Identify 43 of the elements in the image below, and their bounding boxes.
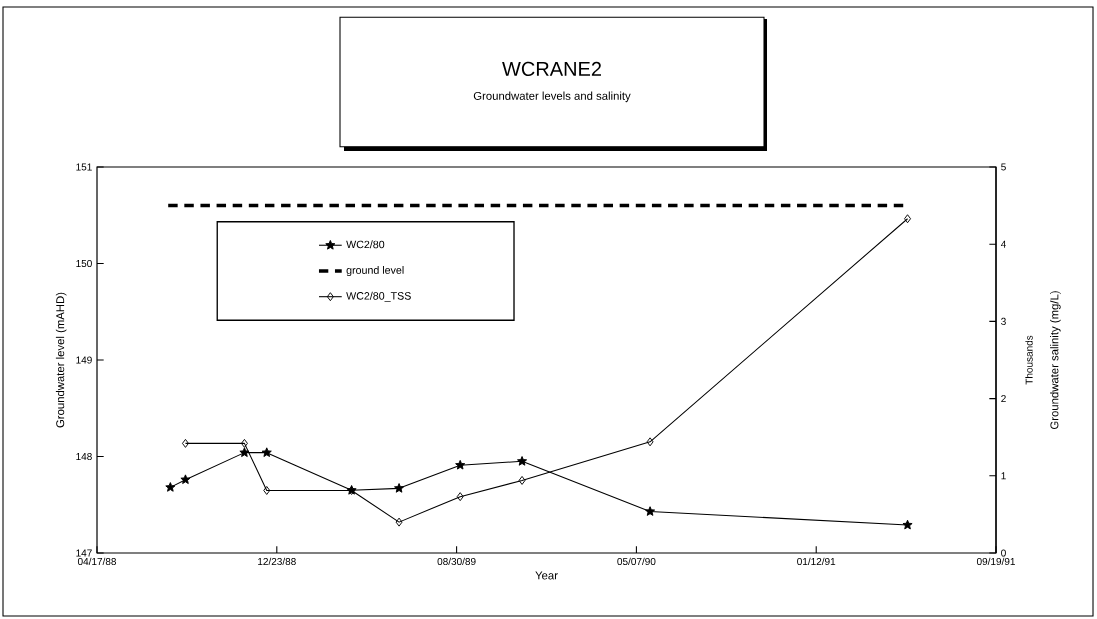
x-tick-label: 12/23/88 (258, 557, 296, 566)
y-tick-label: 149 (76, 356, 92, 364)
legend-label: WC2/80 (346, 240, 385, 249)
point (902, 519, 913, 530)
y2-tick-label: 5 (1001, 163, 1006, 171)
y2-axis-title: Groundwater salinity (mg/L) (1050, 291, 1061, 430)
y2-tick-label: 2 (1001, 395, 1006, 403)
y2-tick-label: 3 (1001, 317, 1006, 325)
point (165, 482, 176, 492)
x-tick-label: 01/12/91 (797, 557, 836, 566)
point (395, 517, 403, 527)
y-tick-label: 148 (76, 452, 92, 461)
point (239, 447, 250, 457)
x-axis-title: Year (535, 571, 558, 580)
x-tick-label: 08/30/89 (437, 557, 476, 566)
legend-label: ground level (346, 266, 404, 277)
y2-tick-label: 4 (1000, 240, 1006, 248)
x-tick-label: 09/19/91 (976, 557, 1015, 566)
point (646, 437, 654, 447)
x-tick-label: 05/07/90 (617, 557, 656, 566)
point (240, 438, 248, 448)
chart-subtitle: Groundwater levels and salinity (473, 91, 631, 103)
point (394, 483, 405, 493)
legend-label: WC2/80_TSS (346, 291, 411, 302)
point (261, 447, 272, 457)
point (181, 438, 189, 448)
chart-title: WCRANE2 (502, 61, 601, 76)
point (904, 214, 912, 224)
y-tick-label: 150 (76, 259, 92, 268)
y-tick-label: 151 (76, 163, 92, 171)
y2-tick-label: 1 (1001, 472, 1006, 480)
point (180, 474, 191, 485)
point (517, 456, 528, 466)
point (456, 492, 464, 502)
text: Thousands (1025, 335, 1033, 385)
point (645, 506, 656, 516)
point (455, 459, 466, 470)
x-tick-label: 04/17/88 (77, 557, 117, 566)
y-axis-title: Groundwater level (mAHD) (55, 292, 67, 428)
y2-tick-label: 0 (1001, 549, 1006, 557)
point (263, 486, 271, 495)
y-tick-label: 147 (76, 549, 92, 557)
point (518, 475, 526, 485)
